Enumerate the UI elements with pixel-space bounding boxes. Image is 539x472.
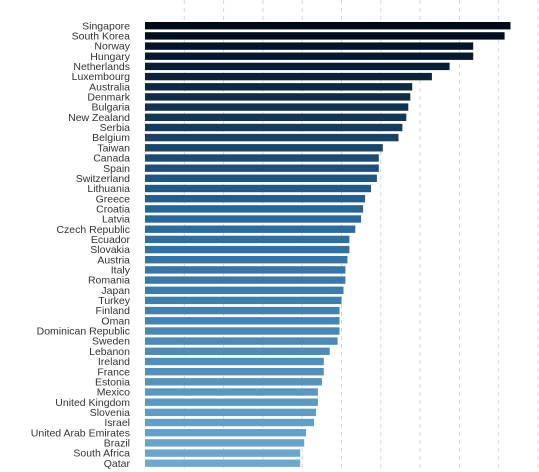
bar [145,357,324,366]
category-label: Mexico [97,387,130,399]
category-label: Ecuador [91,234,131,246]
bar [145,113,407,121]
bar [145,266,346,274]
bar [145,459,301,467]
bar [145,144,383,152]
bar [145,154,379,162]
category-label: Czech Republic [56,224,130,236]
bar [145,449,301,457]
bar [145,378,322,386]
category-label: Oman [101,315,130,327]
category-label: Slovenia [90,407,130,419]
bar [145,83,413,91]
bar [145,133,399,142]
category-label: Sweden [92,336,130,348]
category-label: Estonia [95,376,130,388]
bar [145,22,511,30]
bars [145,22,511,467]
category-label: Ireland [98,356,130,368]
bar [145,52,474,60]
category-label: United Kingdom [55,397,130,409]
category-label: Romania [88,275,130,287]
category-label: Lebanon [89,346,130,358]
bar [145,256,348,264]
category-label: Japan [101,285,130,297]
category-label: South Africa [73,448,130,460]
category-label: Canada [93,153,130,165]
category-label: Latvia [102,214,130,226]
bar [145,62,450,71]
bar [145,429,307,437]
bar [145,93,411,101]
bar [145,368,324,376]
bar [145,276,346,284]
bar [145,195,366,203]
category-label: Netherlands [73,61,130,73]
bar [145,398,318,406]
category-label: Lithuania [87,183,130,195]
bar [145,174,377,182]
bar [145,184,371,193]
category-label: United Arab Emirates [31,427,130,439]
bar [145,103,409,111]
bar [145,32,505,40]
bar [145,245,350,254]
category-label: Qatar [104,458,131,470]
category-label: Dominican Republic [37,326,130,338]
category-label: France [97,366,130,378]
bar [145,418,314,427]
bar [145,347,330,355]
category-label: Luxembourg [72,71,131,83]
bar [145,296,342,305]
category-label: South Korea [72,31,131,43]
category-label: Bulgaria [91,102,130,114]
category-label: Finland [96,305,131,317]
bar [145,317,340,325]
category-label: Turkey [98,295,130,307]
category-label: Austria [97,254,130,266]
category-label: Taiwan [97,142,130,154]
bar [145,235,350,244]
bar [145,72,432,81]
category-label: Israel [104,417,130,429]
category-label: New Zealand [68,112,130,124]
bar [145,123,403,132]
category-label: Norway [94,41,130,53]
category-label: Italy [111,265,131,277]
bar [145,306,340,315]
bar [145,42,474,50]
bar [145,286,344,294]
bar [145,337,338,345]
category-label: Croatia [96,203,130,215]
category-label: Denmark [87,92,130,104]
category-label: Serbia [100,122,131,134]
bar [145,205,364,213]
category-label: Hungary [90,51,130,63]
category-label: Singapore [82,20,130,32]
category-label: Slovakia [90,244,130,256]
bar [145,225,356,233]
category-label: Spain [103,163,130,175]
category-label: Brazil [104,438,130,450]
bar [145,408,316,417]
category-label: Belgium [92,132,130,144]
bar [145,388,318,396]
bar [145,439,305,447]
bar [145,215,362,223]
bar [145,327,340,335]
category-label: Greece [96,193,131,205]
bar [145,164,379,172]
category-label: Australia [89,81,130,93]
category-label: Switzerland [76,173,130,185]
